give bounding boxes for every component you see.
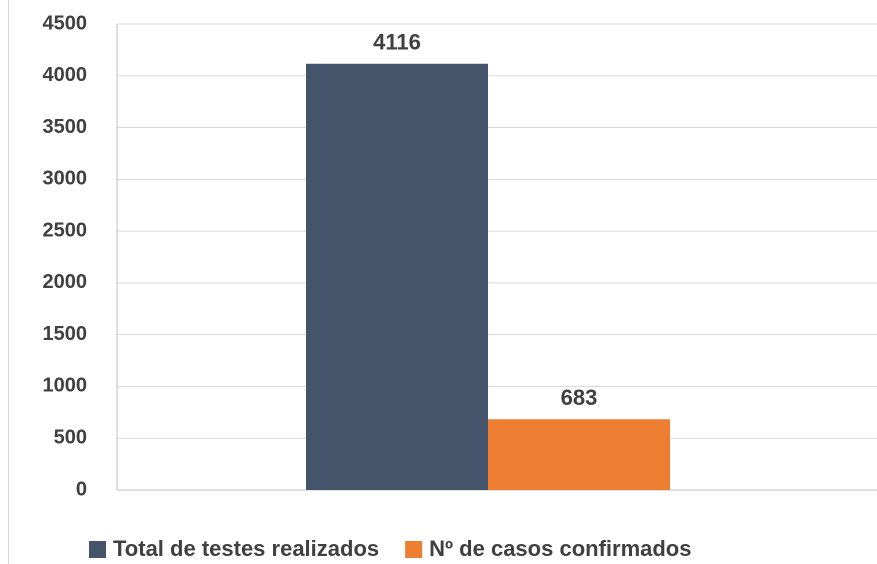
bar	[488, 419, 670, 490]
y-tick-label: 2500	[43, 219, 88, 241]
y-tick-label: 1500	[43, 323, 88, 345]
y-tick-label: 3500	[43, 116, 88, 138]
y-tick-label: 1000	[43, 375, 88, 397]
bar	[306, 63, 488, 491]
y-tick-label: 4500	[43, 12, 88, 34]
legend-swatch	[405, 541, 423, 558]
legend-swatch	[89, 541, 106, 558]
y-tick-label: 4000	[43, 64, 88, 86]
y-tick-label: 3000	[43, 168, 88, 190]
y-tick-label: 500	[54, 427, 87, 449]
data-label: 4116	[373, 30, 421, 55]
legend-label: Nº de casos confirmados	[429, 536, 691, 561]
data-label: 683	[561, 385, 598, 410]
legend-label: Total de testes realizados	[113, 536, 379, 561]
y-tick-label: 2000	[43, 271, 88, 293]
y-tick-label: 0	[76, 478, 87, 500]
